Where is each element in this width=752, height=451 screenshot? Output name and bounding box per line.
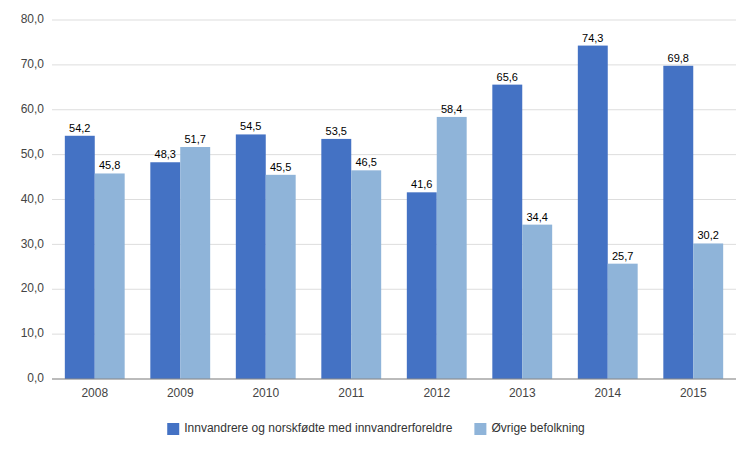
data-label: 46,5 xyxy=(356,156,377,168)
chart: 0,0 10,0 20,0 30,0 40,0 50,0 60,0 70,0 80,0 54,2 4… xyxy=(0,0,752,451)
y-tick-label: 30,0 xyxy=(21,237,45,251)
bar xyxy=(578,46,608,379)
bar xyxy=(236,134,266,379)
data-label: 58,4 xyxy=(441,103,462,115)
data-label: 41,6 xyxy=(411,178,432,190)
data-label: 65,6 xyxy=(497,71,518,83)
bar xyxy=(180,147,210,379)
x-tick-label: 2012 xyxy=(423,386,450,400)
grid-line xyxy=(52,379,736,380)
x-tick-label: 2009 xyxy=(167,386,194,400)
x-tick-label: 2008 xyxy=(81,386,108,400)
y-tick-label: 10,0 xyxy=(21,326,45,340)
bar xyxy=(150,162,180,379)
data-label: 74,3 xyxy=(582,32,603,44)
bar xyxy=(351,170,381,379)
data-label: 45,8 xyxy=(99,159,120,171)
grid-line xyxy=(52,20,736,21)
bar xyxy=(407,192,437,379)
data-label: 54,2 xyxy=(69,122,90,134)
bar xyxy=(522,225,552,379)
bar xyxy=(65,136,95,379)
y-tick-label: 80,0 xyxy=(21,12,45,26)
bars xyxy=(65,46,723,379)
y-tick-label: 70,0 xyxy=(21,57,45,71)
data-label: 25,7 xyxy=(612,250,633,262)
y-tick-label: 20,0 xyxy=(21,281,45,295)
bar xyxy=(608,264,638,379)
data-label: 45,5 xyxy=(270,161,291,173)
grid xyxy=(52,20,736,379)
legend-swatch xyxy=(474,423,486,435)
data-label: 51,7 xyxy=(185,133,206,145)
bar xyxy=(266,175,296,379)
bar xyxy=(492,85,522,379)
x-axis-line xyxy=(52,379,736,380)
data-label: 48,3 xyxy=(155,148,176,160)
legend-swatch xyxy=(167,423,179,435)
data-label: 54,5 xyxy=(240,120,261,132)
y-tick-label: 0,0 xyxy=(27,371,44,385)
grid-line xyxy=(52,109,736,110)
bar xyxy=(437,117,467,379)
data-label: 30,2 xyxy=(698,229,719,241)
data-label: 69,8 xyxy=(668,52,689,64)
x-tick-label: 2015 xyxy=(680,386,707,400)
x-tick-label: 2010 xyxy=(252,386,279,400)
data-labels: 54,2 48,3 54,5 53,5 41,6 65,6 74,3 69,8 45,8 51,7… xyxy=(69,32,719,262)
legend: Innvandrere og norskfødte med innvandrer… xyxy=(167,421,585,435)
x-tick-label: 2011 xyxy=(338,386,364,400)
bar xyxy=(663,66,693,379)
y-tick-label: 40,0 xyxy=(21,192,45,206)
legend-label: Innvandrere og norskfødte med innvandrer… xyxy=(184,421,452,435)
x-tick-label: 2014 xyxy=(594,386,621,400)
bar xyxy=(321,139,351,379)
x-tick-label: 2013 xyxy=(509,386,536,400)
y-tick-label: 60,0 xyxy=(21,102,45,116)
legend-label: Øvrige befolkning xyxy=(491,421,584,435)
grid-line xyxy=(52,64,736,65)
data-label: 34,4 xyxy=(527,211,548,223)
bar xyxy=(693,243,723,379)
data-label: 53,5 xyxy=(326,125,347,137)
bar xyxy=(95,173,125,379)
y-tick-label: 50,0 xyxy=(21,147,45,161)
